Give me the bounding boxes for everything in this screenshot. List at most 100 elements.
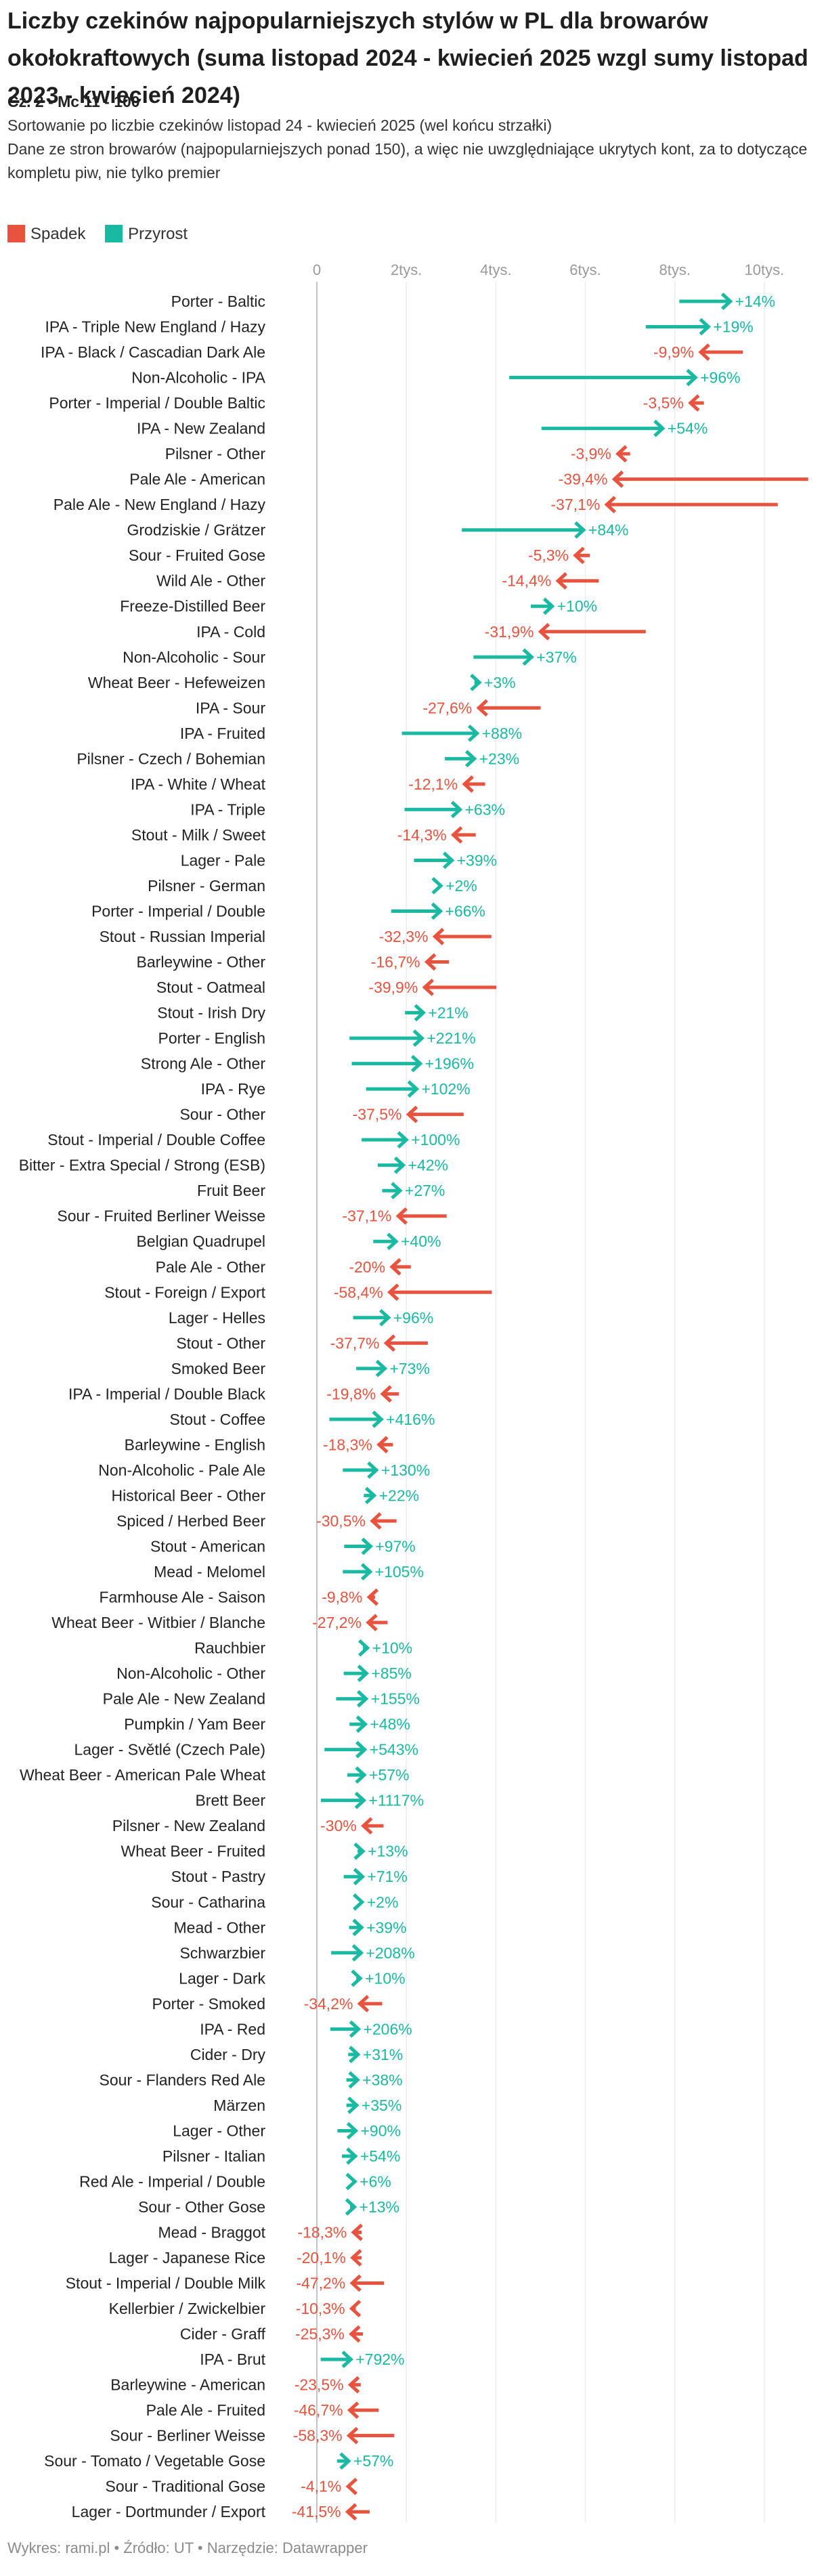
change-label: -4,1% — [301, 2478, 341, 2495]
change-label: +10% — [365, 1969, 405, 1987]
change-label: -5,3% — [528, 546, 569, 564]
change-label: +85% — [371, 1665, 411, 1682]
category-label: Brett Beer — [195, 1792, 265, 1809]
arrow-head — [407, 1080, 420, 1098]
change-label: +90% — [360, 2122, 400, 2139]
legend-label-increase: Przyrost — [128, 225, 188, 243]
category-label: Mead - Braggot — [158, 2224, 265, 2241]
arrow-head — [357, 1639, 370, 1657]
arrow-head — [450, 826, 463, 844]
category-label: Pumpkin / Yam Beer — [124, 1715, 265, 1733]
change-label: -34,2% — [304, 1995, 353, 2013]
change-label: +13% — [368, 1843, 408, 1860]
category-label: Stout - Russian Imperial — [100, 928, 265, 945]
change-label: -58,3% — [293, 2427, 343, 2445]
arrow-head — [355, 1715, 368, 1733]
change-label: -19,8% — [326, 1385, 376, 1402]
arrow-head — [538, 622, 550, 641]
change-label: -9,8% — [322, 1589, 362, 1606]
change-label: +2% — [367, 1893, 399, 1911]
change-label: +792% — [355, 2350, 404, 2368]
category-label: Non-Alcoholic - Sour — [123, 648, 265, 666]
change-label: +38% — [362, 2071, 402, 2088]
arrow-head — [476, 699, 488, 717]
arrow-head — [393, 1156, 406, 1174]
change-label: +37% — [536, 648, 576, 666]
change-label: +155% — [371, 1690, 420, 1708]
change-label: -47,2% — [296, 2275, 345, 2292]
change-label: +130% — [381, 1461, 430, 1479]
chart-footer: Wykres: rami.pl • Źródło: UT • Narzędzie… — [7, 2539, 368, 2556]
category-label: Pilsner - Other — [165, 445, 266, 463]
change-label: -37,1% — [550, 496, 600, 513]
legend-item-decrease: Spadek — [7, 223, 85, 246]
arrow-head — [370, 1512, 382, 1530]
arrow-head — [357, 1665, 370, 1682]
category-label: Wheat Beer - Hefeweizen — [88, 674, 265, 691]
category-label: Sour - Tomato / Vegetable Gose — [44, 2452, 265, 2470]
change-label: +23% — [479, 750, 519, 767]
arrow-head — [351, 2223, 363, 2241]
change-label: -31,9% — [485, 623, 534, 641]
arrow-head — [346, 2122, 359, 2140]
category-label: Porter - English — [158, 1029, 265, 1047]
category-label: Lager - Helles — [169, 1309, 265, 1327]
change-label: -30% — [320, 1817, 357, 1834]
subtitle-data-note: Dane ze stron browarów (najpopularniejsz… — [7, 140, 808, 181]
arrow-head — [422, 979, 434, 996]
category-label: IPA - Rye — [201, 1080, 265, 1098]
change-label: +96% — [393, 1309, 433, 1327]
arrow-head — [383, 1334, 396, 1352]
arrow-head — [414, 1004, 426, 1022]
arrow-head — [379, 1308, 391, 1327]
category-label: Sour - Catharina — [151, 1893, 265, 1911]
arrow-head — [542, 597, 555, 616]
change-label: -23,5% — [295, 2376, 344, 2394]
category-label: Sour - Fruited Berliner Weisse — [57, 1207, 265, 1225]
arrow-head — [387, 1232, 399, 1251]
change-label: +543% — [370, 1741, 418, 1759]
change-label: +102% — [421, 1080, 470, 1098]
category-label: Sour - Berliner Weisse — [110, 2427, 265, 2445]
change-label: +39% — [366, 1918, 406, 1936]
category-label: Sour - Other — [179, 1106, 265, 1123]
arrow-head — [432, 928, 445, 945]
change-label: +88% — [482, 725, 522, 742]
arrow-head — [351, 1969, 363, 1988]
category-label: Pale Ale - American — [129, 471, 265, 488]
arrow-head — [720, 293, 733, 310]
category-label: Wild Ale - Other — [156, 572, 265, 590]
arrow-head — [355, 1740, 368, 1759]
arrow-head — [688, 394, 700, 412]
category-label: Stout - Coffee — [170, 1411, 266, 1428]
legend-item-increase: Przyrost — [105, 223, 188, 246]
category-label: Pilsner - Czech / Bohemian — [77, 750, 265, 767]
change-label: -39,9% — [368, 979, 418, 996]
x-tick-label: 8tys. — [659, 261, 690, 278]
category-label: IPA - Fruited — [180, 725, 265, 742]
change-label: -12,1% — [408, 775, 458, 793]
change-label: -27,2% — [312, 1614, 362, 1631]
category-label: Wheat Beer - Fruited — [121, 1843, 265, 1860]
category-label: Lager - Dortmunder / Export — [72, 2503, 266, 2520]
arrow-head — [615, 445, 628, 463]
category-label: Bitter - Extra Special / Strong (ESB) — [19, 1157, 265, 1174]
category-label: Stout - Irish Dry — [157, 1004, 265, 1022]
category-label: Freeze-Distilled Beer — [120, 597, 265, 615]
change-label: -20% — [349, 1258, 385, 1276]
category-label: Stout - Imperial / Double Coffee — [47, 1131, 265, 1149]
category-label: Smoked Beer — [171, 1360, 266, 1377]
arrow-head — [412, 1029, 425, 1047]
arrow-head — [347, 2097, 360, 2114]
arrow-head — [573, 546, 585, 565]
arrow-head — [389, 1258, 401, 1276]
category-label: Barleywine - English — [125, 1436, 265, 1453]
change-label: -32,3% — [379, 928, 429, 945]
arrow-head — [395, 1207, 408, 1225]
change-label: +73% — [389, 1360, 429, 1377]
change-label: -30,5% — [316, 1512, 366, 1530]
arrow-head — [353, 1842, 366, 1860]
category-label: IPA - Triple — [190, 800, 265, 818]
change-label: +40% — [401, 1232, 441, 1250]
category-label: Barleywine - Other — [137, 953, 266, 971]
